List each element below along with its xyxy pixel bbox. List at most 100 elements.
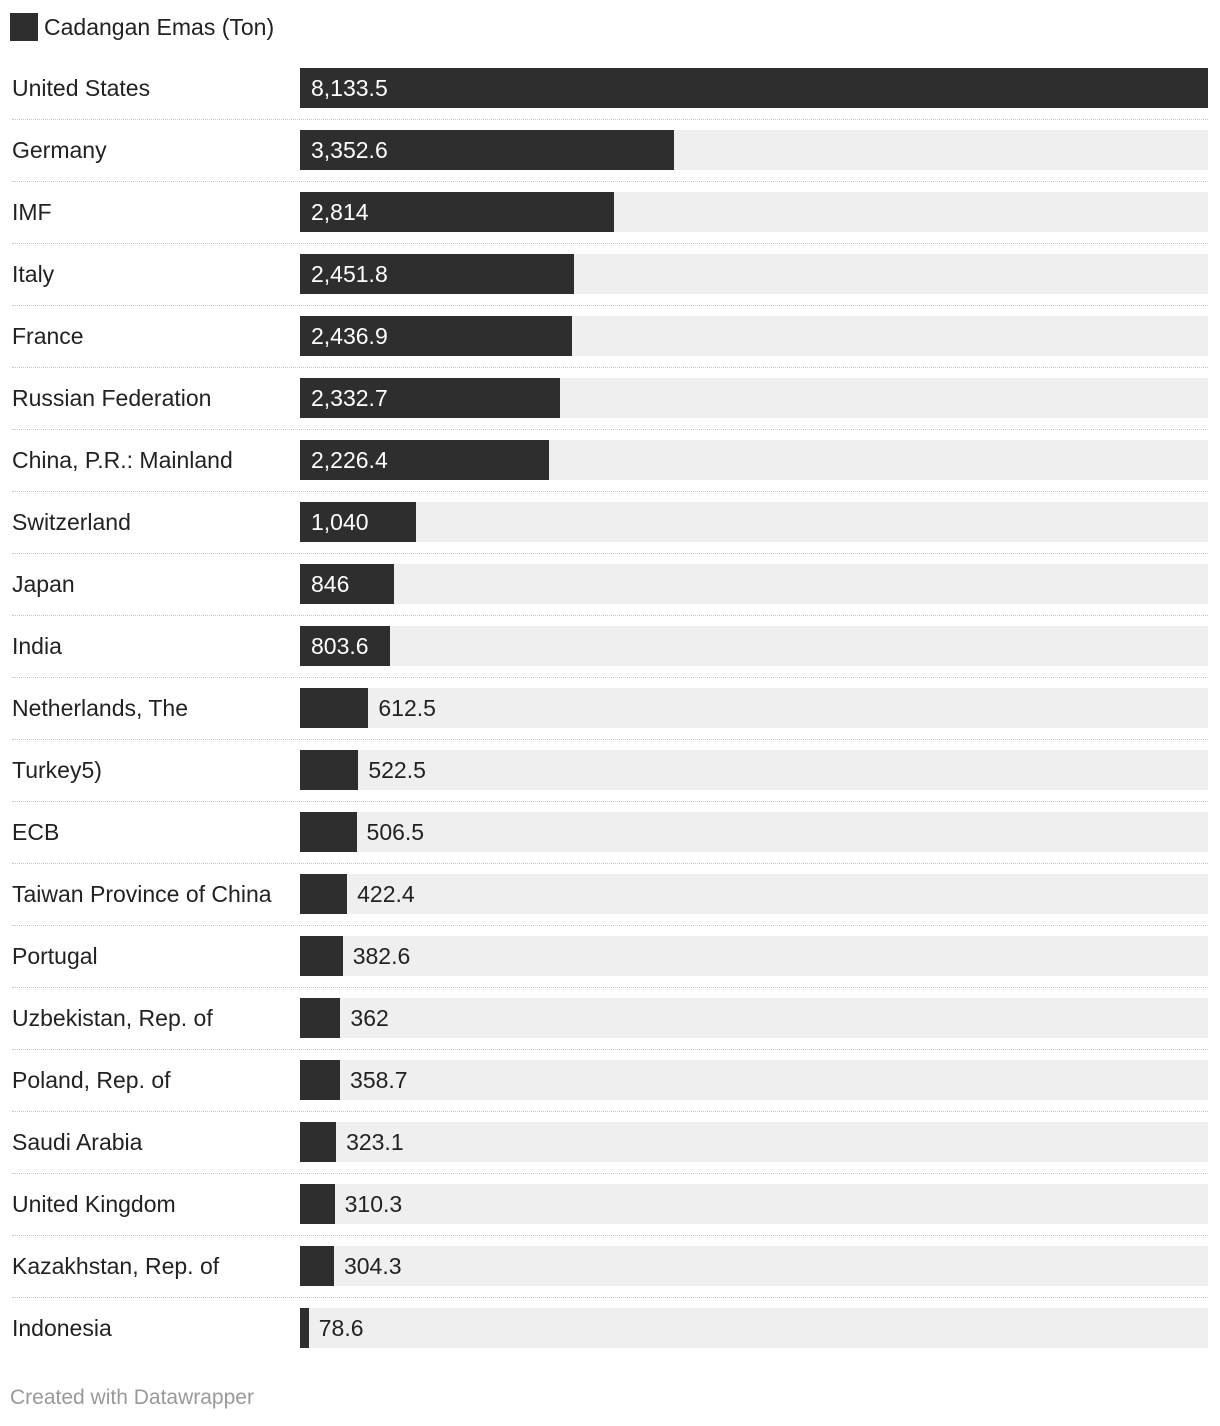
bar: [300, 1308, 309, 1348]
footer-credit: Created with Datawrapper: [10, 1386, 254, 1409]
category-label: Taiwan Province of China: [12, 881, 272, 907]
category-label: IMF: [12, 199, 52, 225]
bar: [300, 1060, 341, 1100]
bar-value-label: 304.3: [343, 1253, 402, 1279]
row-separator: [12, 119, 1208, 120]
bar-track: 2,814: [300, 192, 1208, 232]
row-separator: [12, 1049, 1208, 1050]
category-label: ECB: [12, 819, 60, 845]
bar-value-label: 2,451.8: [311, 261, 388, 287]
bar-track: 323.1: [300, 1122, 1208, 1162]
bar-track: 2,332.7: [300, 378, 1208, 418]
bar-value-label: 2,814: [311, 199, 369, 225]
bar: [300, 1184, 335, 1224]
category-label: Saudi Arabia: [12, 1129, 143, 1155]
row-separator: [12, 987, 1208, 988]
bar-value-label: 522.5: [368, 757, 426, 783]
row-separator: [12, 739, 1208, 740]
bar-value-label: 358.7: [350, 1067, 408, 1093]
category-label: Switzerland: [12, 509, 131, 535]
row-separator: [12, 181, 1208, 182]
bar-track: 8,133.5: [300, 68, 1208, 108]
bar-track: 362: [300, 998, 1208, 1038]
category-label: China, P.R.: Mainland: [12, 447, 233, 473]
row-separator: [12, 925, 1208, 926]
category-label: Germany: [12, 137, 107, 163]
bar: [300, 998, 341, 1038]
bar-value-label: 846: [311, 571, 350, 597]
category-label: Portugal: [12, 943, 98, 969]
bar-track: 612.5: [300, 688, 1208, 728]
bar: [300, 1246, 334, 1286]
category-label: Japan: [12, 571, 75, 597]
bar-track: 1,040: [300, 502, 1208, 542]
legend-label: Cadangan Emas (Ton): [44, 13, 275, 40]
bar-value-label: 2,436.9: [311, 323, 388, 349]
bar: [300, 254, 574, 294]
row-separator: [12, 429, 1208, 430]
legend-swatch: [10, 13, 38, 41]
bar-value-label: 310.3: [344, 1191, 403, 1217]
bar: [300, 192, 615, 232]
bar-value-label: 3,352.6: [311, 137, 388, 163]
bar-track: 2,226.4: [300, 440, 1208, 480]
bar-track: 846: [300, 564, 1208, 604]
bar-track: 2,451.8: [300, 254, 1208, 294]
bar: [300, 688, 369, 728]
category-label: Indonesia: [12, 1315, 112, 1341]
bar: [300, 874, 348, 914]
bar-track: 422.4: [300, 874, 1208, 914]
bar: [300, 378, 561, 418]
bar-value-label: 803.6: [311, 633, 369, 659]
bar: [300, 130, 675, 170]
row-separator: [12, 1297, 1208, 1298]
bar-track: 358.7: [300, 1060, 1208, 1100]
bar-value-label: 323.1: [346, 1129, 404, 1155]
bar-track: 310.3: [300, 1184, 1208, 1224]
category-label: United Kingdom: [12, 1191, 176, 1217]
row-separator: [12, 677, 1208, 678]
row-separator: [12, 305, 1208, 306]
category-label: Russian Federation: [12, 385, 212, 411]
bar-value-label: 1,040: [311, 509, 369, 535]
bar-track: 506.5: [300, 812, 1208, 852]
row-separator: [12, 1235, 1208, 1236]
bar-value-label: 2,226.4: [311, 447, 388, 473]
bar-value-label: 78.6: [318, 1315, 364, 1341]
bar-track: 382.6: [300, 936, 1208, 976]
category-label: United States: [12, 75, 151, 101]
bar-track: 3,352.6: [300, 130, 1208, 170]
category-label: Turkey5): [12, 757, 102, 783]
row-separator: [12, 367, 1208, 368]
category-label: Italy: [12, 261, 55, 287]
bar-value-label: 382.6: [352, 943, 411, 969]
bar-value-label: 2,332.7: [311, 385, 388, 411]
category-label: Kazakhstan, Rep. of: [12, 1253, 220, 1279]
bar: [300, 440, 549, 480]
bar: [300, 502, 417, 542]
category-label: Uzbekistan, Rep. of: [12, 1005, 213, 1031]
bar: [300, 316, 573, 356]
bar: [300, 626, 390, 666]
bar: [300, 936, 343, 976]
category-label: France: [12, 323, 84, 349]
row-separator: [12, 491, 1208, 492]
row-separator: [12, 1173, 1208, 1174]
row-separator: [12, 243, 1208, 244]
bar-track: 78.6: [300, 1308, 1208, 1348]
bar-value-label: 612.5: [378, 695, 436, 721]
bar: [300, 564, 395, 604]
bar-value-label: 8,133.5: [311, 75, 388, 101]
row-separator: [12, 1111, 1208, 1112]
bar: [300, 750, 359, 790]
bar: [300, 68, 1208, 108]
row-separator: [12, 615, 1208, 616]
bar-value-label: 422.4: [357, 881, 415, 907]
row-separator: [12, 801, 1208, 802]
bar-track: 2,436.9: [300, 316, 1208, 356]
chart-legend: Cadangan Emas (Ton): [10, 12, 274, 42]
bar: [300, 812, 357, 852]
row-separator: [12, 863, 1208, 864]
bar-value-label: 362: [350, 1005, 389, 1031]
